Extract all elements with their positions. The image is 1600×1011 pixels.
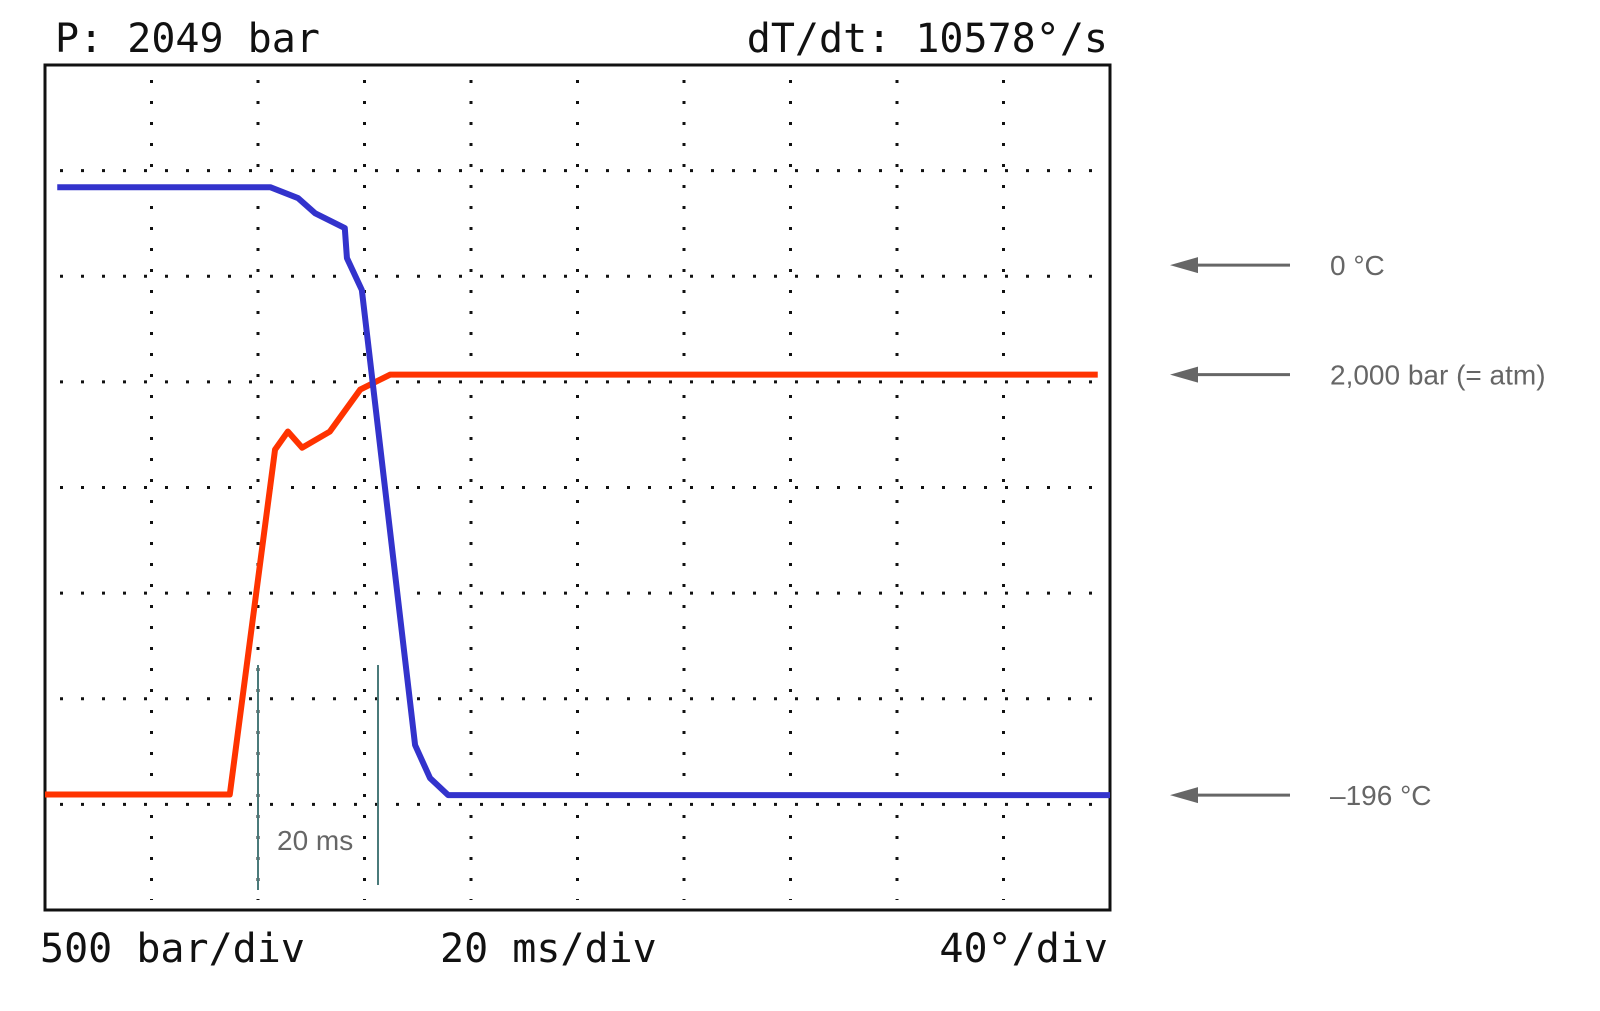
arrow-head [1170,366,1198,383]
arrow-head [1170,257,1198,274]
footer-time-scale: 20 ms/div [440,926,657,972]
grid [60,80,1095,900]
trace [45,371,1098,798]
header-rate: dT/dt: 10578°/s [747,16,1108,62]
trace [57,184,1110,799]
frame [43,63,1112,912]
footer-temp-scale: 40°/div [939,926,1108,972]
tick-label: 0 °C [1330,250,1385,281]
arrow-head [1170,787,1198,804]
tick-label: 2,000 bar (= atm) [1330,360,1546,391]
interval-label: 20 ms [277,825,353,856]
header-pressure: P: 2049 bar [55,16,320,62]
tick-label: –196 °C [1330,780,1432,811]
footer-pressure-scale: 500 bar/div [40,926,305,972]
